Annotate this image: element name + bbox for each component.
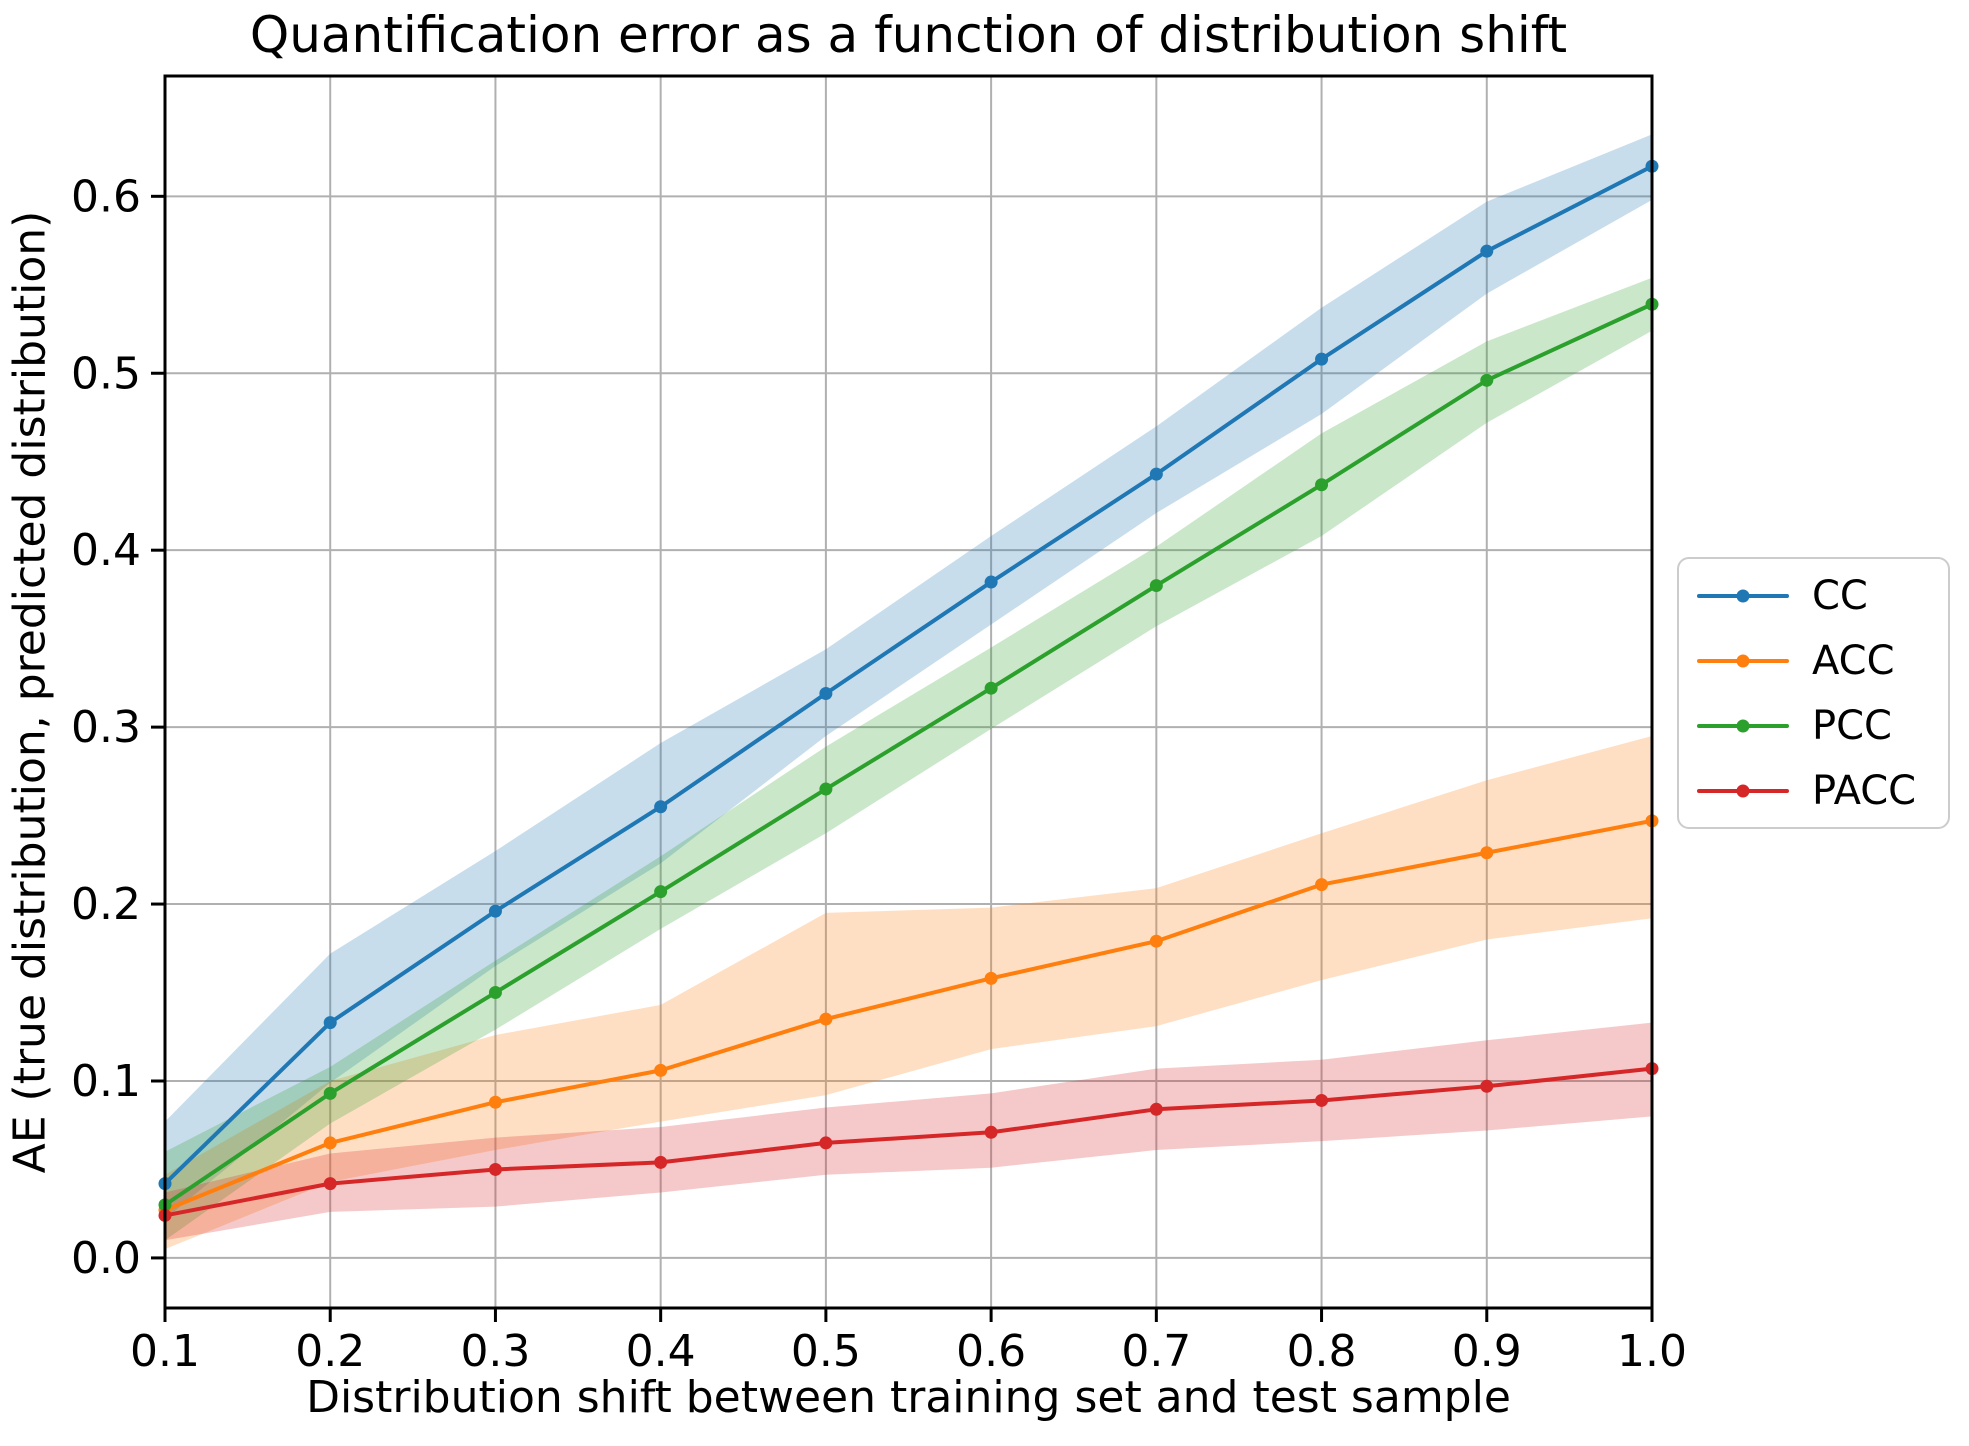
legend-label-cc: CC (1812, 572, 1868, 619)
x-tick-label: 0.2 (295, 1326, 365, 1377)
y-tick-label: 0.1 (71, 1056, 141, 1107)
legend: CC ACC PCC PACC (1677, 557, 1950, 829)
data-point-cc (323, 1016, 337, 1030)
legend-marker-dot (1736, 654, 1750, 667)
data-point-pcc (819, 782, 833, 796)
y-tick-label: 0.2 (71, 879, 141, 930)
y-tick-label: 0.0 (71, 1233, 141, 1284)
y-tick-label: 0.4 (71, 525, 141, 576)
data-point-acc (819, 1012, 833, 1026)
x-tick-label: 0.7 (1121, 1326, 1191, 1377)
y-tick-label: 0.6 (71, 171, 141, 222)
data-point-pacc (819, 1136, 833, 1150)
data-point-acc (323, 1136, 337, 1150)
data-point-pcc (1149, 579, 1163, 593)
legend-line-icon (1697, 589, 1789, 602)
data-point-pcc (654, 885, 668, 899)
x-tick-label: 0.5 (791, 1326, 861, 1377)
x-axis-label: Distribution shift between training set … (306, 1372, 1511, 1423)
data-point-acc (984, 971, 998, 985)
x-tick-label: 0.3 (460, 1326, 530, 1377)
data-point-pcc (984, 681, 998, 695)
data-point-pacc (488, 1162, 502, 1176)
data-point-pacc (1480, 1079, 1494, 1093)
y-tick-label: 0.3 (71, 702, 141, 753)
legend-label-acc: ACC (1812, 637, 1895, 684)
x-tick-label: 0.6 (956, 1326, 1026, 1377)
data-point-acc (1315, 878, 1329, 892)
data-point-pacc (323, 1177, 337, 1191)
axes-frame (163, 74, 1654, 1310)
data-point-cc (1315, 352, 1329, 366)
y-tick-label: 0.5 (71, 348, 141, 399)
data-point-pcc (323, 1086, 337, 1100)
x-tick-label: 0.4 (626, 1326, 696, 1377)
series-line-pcc (163, 302, 1653, 1207)
legend-item-acc: ACC (1679, 628, 1948, 693)
data-point-pcc (488, 986, 502, 1000)
legend-line-icon (1697, 784, 1789, 797)
data-point-pacc (1149, 1102, 1163, 1116)
series-line-cc (163, 164, 1653, 1186)
data-point-acc (654, 1063, 668, 1077)
data-point-pcc (1480, 373, 1494, 387)
legend-item-pcc: PCC (1679, 693, 1948, 758)
data-point-pacc (1315, 1093, 1329, 1107)
legend-item-pacc: PACC (1679, 758, 1948, 823)
confidence-band-cc (165, 134, 1652, 1220)
legend-marker-dot (1736, 719, 1750, 732)
data-point-cc (654, 800, 668, 814)
legend-item-cc: CC (1679, 563, 1948, 628)
legend-line-icon (1697, 654, 1789, 667)
x-tick-label: 1.0 (1617, 1326, 1687, 1377)
data-point-acc (488, 1095, 502, 1109)
x-tick-label: 0.8 (1287, 1326, 1357, 1377)
legend-marker-dot (1736, 784, 1750, 797)
legend-label-pcc: PCC (1812, 702, 1892, 749)
x-tick-label: 0.9 (1452, 1326, 1522, 1377)
legend-label-pacc: PACC (1812, 767, 1917, 814)
data-point-cc (1480, 244, 1494, 258)
confidence-band-pacc (165, 1022, 1652, 1241)
x-tick-label: 0.1 (130, 1326, 200, 1377)
data-point-cc (488, 904, 502, 918)
series-line-pacc (164, 1066, 1653, 1218)
chart-title: Quantification error as a function of di… (249, 6, 1568, 64)
data-point-pacc (654, 1155, 668, 1169)
confidence-band-pcc (165, 277, 1652, 1241)
data-point-cc (1149, 467, 1163, 481)
y-axis-label: AE (true distribution, predicted distrib… (4, 210, 56, 1174)
legend-marker-dot (1736, 589, 1750, 602)
data-point-pacc (984, 1125, 998, 1139)
data-point-cc (984, 575, 998, 589)
legend-line-icon (1697, 719, 1789, 732)
data-point-acc (1480, 846, 1494, 860)
data-point-pcc (1315, 478, 1329, 492)
data-point-cc (819, 687, 833, 701)
confidence-band-acc (165, 735, 1652, 1250)
data-point-acc (1149, 934, 1163, 948)
series-line-acc (164, 818, 1653, 1213)
